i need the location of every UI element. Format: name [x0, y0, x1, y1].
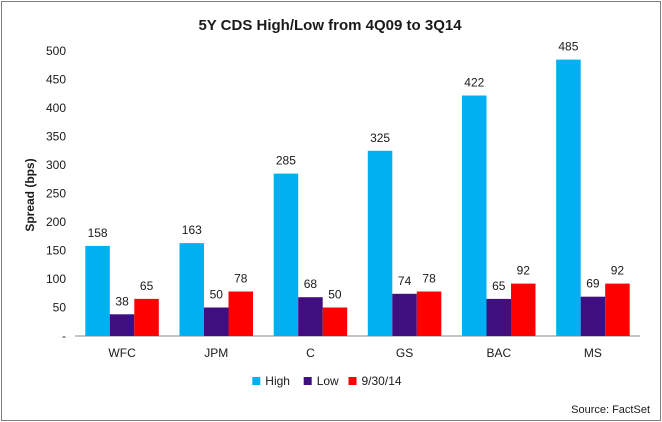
bar-low-ms	[580, 296, 606, 336]
bar-9-30-14-gs	[416, 291, 442, 336]
bar-high-gs	[367, 150, 393, 337]
source-note: Source: FactSet	[571, 404, 650, 416]
x-axis-categories: WFC JPM C GS BAC MS	[108, 346, 601, 360]
x-category-label: WFC	[108, 346, 136, 360]
legend-label: Low	[317, 374, 339, 388]
bar-9-30-14-bac	[511, 283, 536, 336]
data-label: 38	[115, 294, 129, 308]
y-tick-label: 300	[46, 158, 66, 172]
data-label: 163	[182, 223, 202, 237]
bar-high-wfc	[85, 245, 110, 336]
bar-low-gs	[392, 293, 417, 336]
legend-label: High	[265, 374, 290, 388]
data-label: 78	[234, 272, 248, 286]
data-label: 422	[464, 76, 484, 90]
data-label: 78	[422, 272, 436, 286]
bar-low-bac	[486, 298, 511, 336]
bar-high-c	[273, 173, 299, 336]
bar-9-30-14-ms	[605, 283, 630, 336]
bar-low-wfc	[109, 314, 135, 336]
data-label: 158	[88, 226, 108, 240]
data-label: 92	[611, 264, 625, 278]
y-tick-label: 400	[46, 101, 66, 115]
data-label: 50	[210, 288, 224, 302]
y-tick-label: 100	[46, 272, 66, 286]
bar-9-30-14-jpm	[228, 291, 253, 336]
legend: High Low 9/30/14	[252, 374, 402, 388]
data-label: 68	[304, 277, 318, 291]
bar-9-30-14-wfc	[134, 298, 159, 336]
chart-title: 5Y CDS High/Low from 4Q09 to 3Q14	[198, 17, 462, 34]
data-label: 69	[586, 277, 600, 291]
legend-label: 9/30/14	[362, 374, 402, 388]
y-tick-label: 200	[46, 215, 66, 229]
y-tick-label: -	[62, 329, 66, 343]
data-label: 65	[140, 279, 154, 293]
x-category-label: MS	[584, 346, 602, 360]
data-label: 65	[492, 279, 506, 293]
y-tick-label: 50	[53, 301, 67, 315]
y-axis-label: Spread (bps)	[23, 158, 37, 231]
x-category-label: JPM	[204, 346, 228, 360]
y-tick-label: 150	[46, 244, 66, 258]
x-category-label: C	[306, 346, 315, 360]
y-axis-ticks: - 50 100 150 200 250 300 350 400 450 500	[46, 44, 66, 343]
bar-low-c	[298, 297, 323, 336]
data-label: 285	[276, 154, 296, 168]
bar-9-30-14-c	[322, 307, 348, 336]
bar-high-ms	[556, 59, 581, 336]
bar-high-jpm	[179, 243, 204, 336]
x-category-label: BAC	[486, 346, 511, 360]
bars: 158 38 65 163 50 78 285 68 50 325 74 78 422 65 92 485 69…	[85, 40, 630, 337]
bar-low-jpm	[204, 307, 229, 336]
x-category-label: GS	[396, 346, 413, 360]
legend-swatch	[303, 377, 312, 385]
data-label: 485	[558, 40, 578, 54]
legend-swatch	[348, 377, 357, 385]
data-label: 92	[517, 264, 531, 278]
data-label: 74	[398, 274, 412, 288]
data-label: 325	[370, 131, 390, 145]
y-tick-label: 250	[46, 187, 66, 201]
bar-high-bac	[462, 95, 487, 336]
y-tick-label: 450	[46, 73, 66, 87]
y-tick-label: 350	[46, 130, 66, 144]
y-tick-label: 500	[46, 44, 66, 58]
legend-swatch	[252, 377, 261, 385]
data-label: 50	[328, 288, 342, 302]
